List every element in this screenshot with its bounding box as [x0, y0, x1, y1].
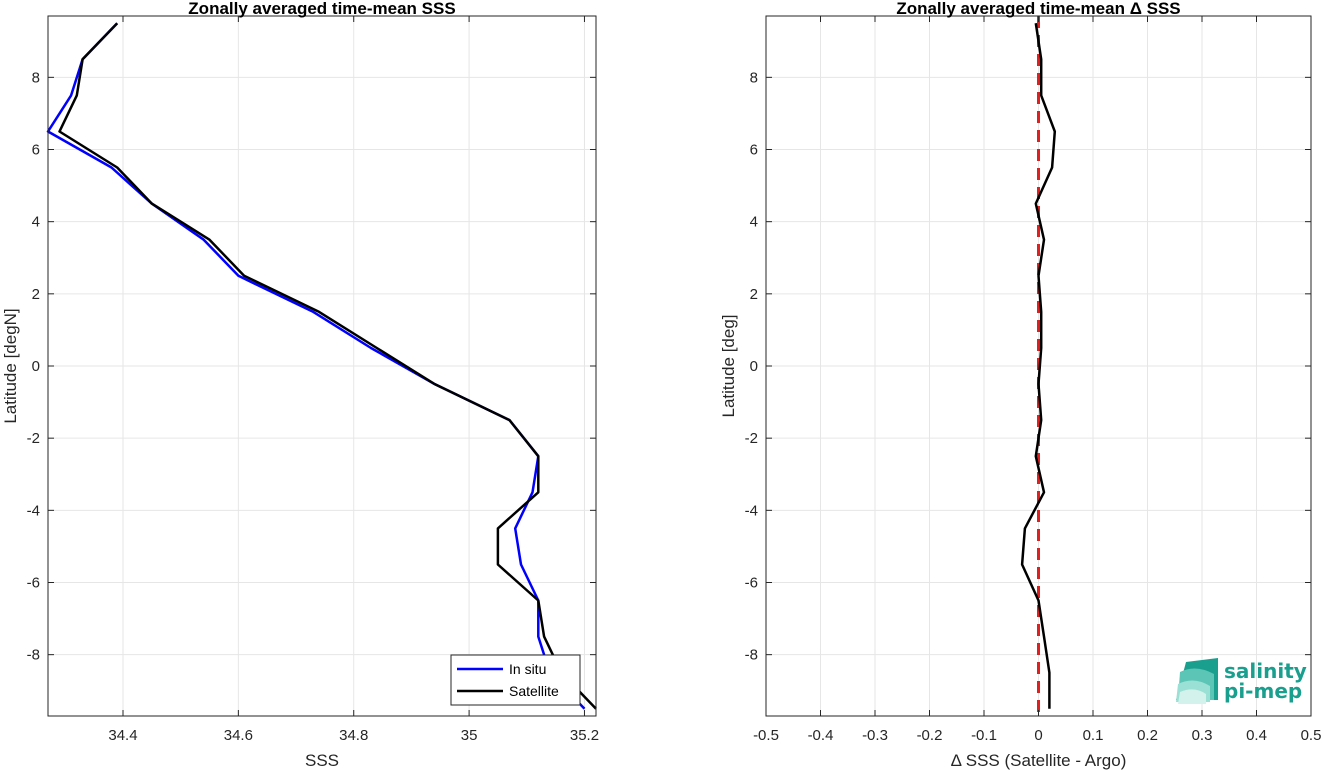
x-tick-label: 0.4 — [1246, 727, 1267, 744]
y-tick-label: -2 — [745, 430, 758, 447]
salinity-pi-mep-logo: salinity pi-mep — [1176, 658, 1307, 704]
logo-line1: salinity — [1224, 659, 1307, 683]
legend-entry: Satellite — [509, 683, 559, 699]
y-tick-label: 6 — [32, 142, 40, 159]
x-tick-label: -0.4 — [808, 727, 834, 744]
x-tick-label: 0.5 — [1301, 727, 1322, 744]
y-tick-label: 0 — [32, 358, 40, 375]
y-tick-label: 4 — [32, 214, 40, 231]
y-tick-label: -6 — [745, 574, 758, 591]
legend-entry: In situ — [509, 661, 546, 677]
chart-title: Zonally averaged time-mean Δ SSS — [896, 0, 1180, 18]
y-tick-label: 8 — [750, 69, 758, 86]
x-tick-label: 34.8 — [339, 727, 368, 744]
logo-wave-icon — [1176, 658, 1218, 704]
y-tick-label: -2 — [27, 430, 40, 447]
legend-box — [450, 654, 581, 706]
x-tick-label: 35 — [461, 727, 478, 744]
y-tick-label: 8 — [32, 69, 40, 86]
chart-title: Zonally averaged time-mean SSS — [188, 0, 455, 18]
y-tick-label: 4 — [750, 214, 758, 231]
y-tick-label: -6 — [27, 574, 40, 591]
series-line-0 — [1020, 23, 1057, 709]
x-tick-label: 0.2 — [1137, 727, 1158, 744]
y-tick-label: 2 — [32, 286, 40, 303]
x-axis-label: Δ SSS (Satellite - Argo) — [951, 751, 1127, 770]
x-tick-label: 0.3 — [1192, 727, 1213, 744]
x-axis-label: SSS — [305, 751, 339, 770]
x-tick-label: 34.6 — [224, 727, 253, 744]
y-tick-label: 2 — [750, 286, 758, 303]
y-tick-label: -4 — [745, 502, 758, 519]
y-tick-label: -8 — [745, 647, 758, 664]
x-tick-label: 34.4 — [108, 727, 137, 744]
sss-panel: 34.4 34.6 34.8 35 35.2 -8 -6 -4 -2 0 2 4 6 8 Zonally a… — [1, 0, 599, 770]
y-tick-label: -8 — [27, 647, 40, 664]
x-tick-label: -0.5 — [753, 727, 779, 744]
y-tick-label: -4 — [27, 502, 40, 519]
x-tick-label: -0.1 — [971, 727, 997, 744]
legend: In situ Satellite — [450, 654, 581, 706]
y-tick-label: 6 — [750, 142, 758, 159]
series-line-in-situ — [46, 22, 586, 710]
x-tick-label: -0.2 — [917, 727, 943, 744]
y-tick-label: 0 — [750, 358, 758, 375]
y-axis-label: Latitude [degN] — [1, 308, 20, 423]
x-tick-label: -0.3 — [862, 727, 888, 744]
x-tick-label: 0 — [1034, 727, 1042, 744]
y-axis-label: Latitude [deg] — [719, 314, 738, 417]
x-tick-label: 0.1 — [1083, 727, 1104, 744]
delta-sss-panel: -0.5 -0.4 -0.3 -0.2 -0.1 0 0.1 0.2 0.3 0.4 0.5 -8 -6… — [719, 0, 1321, 770]
x-tick-label: 35.2 — [570, 727, 599, 744]
series-line-satellite — [58, 22, 597, 710]
logo-line2: pi-mep — [1224, 679, 1302, 703]
